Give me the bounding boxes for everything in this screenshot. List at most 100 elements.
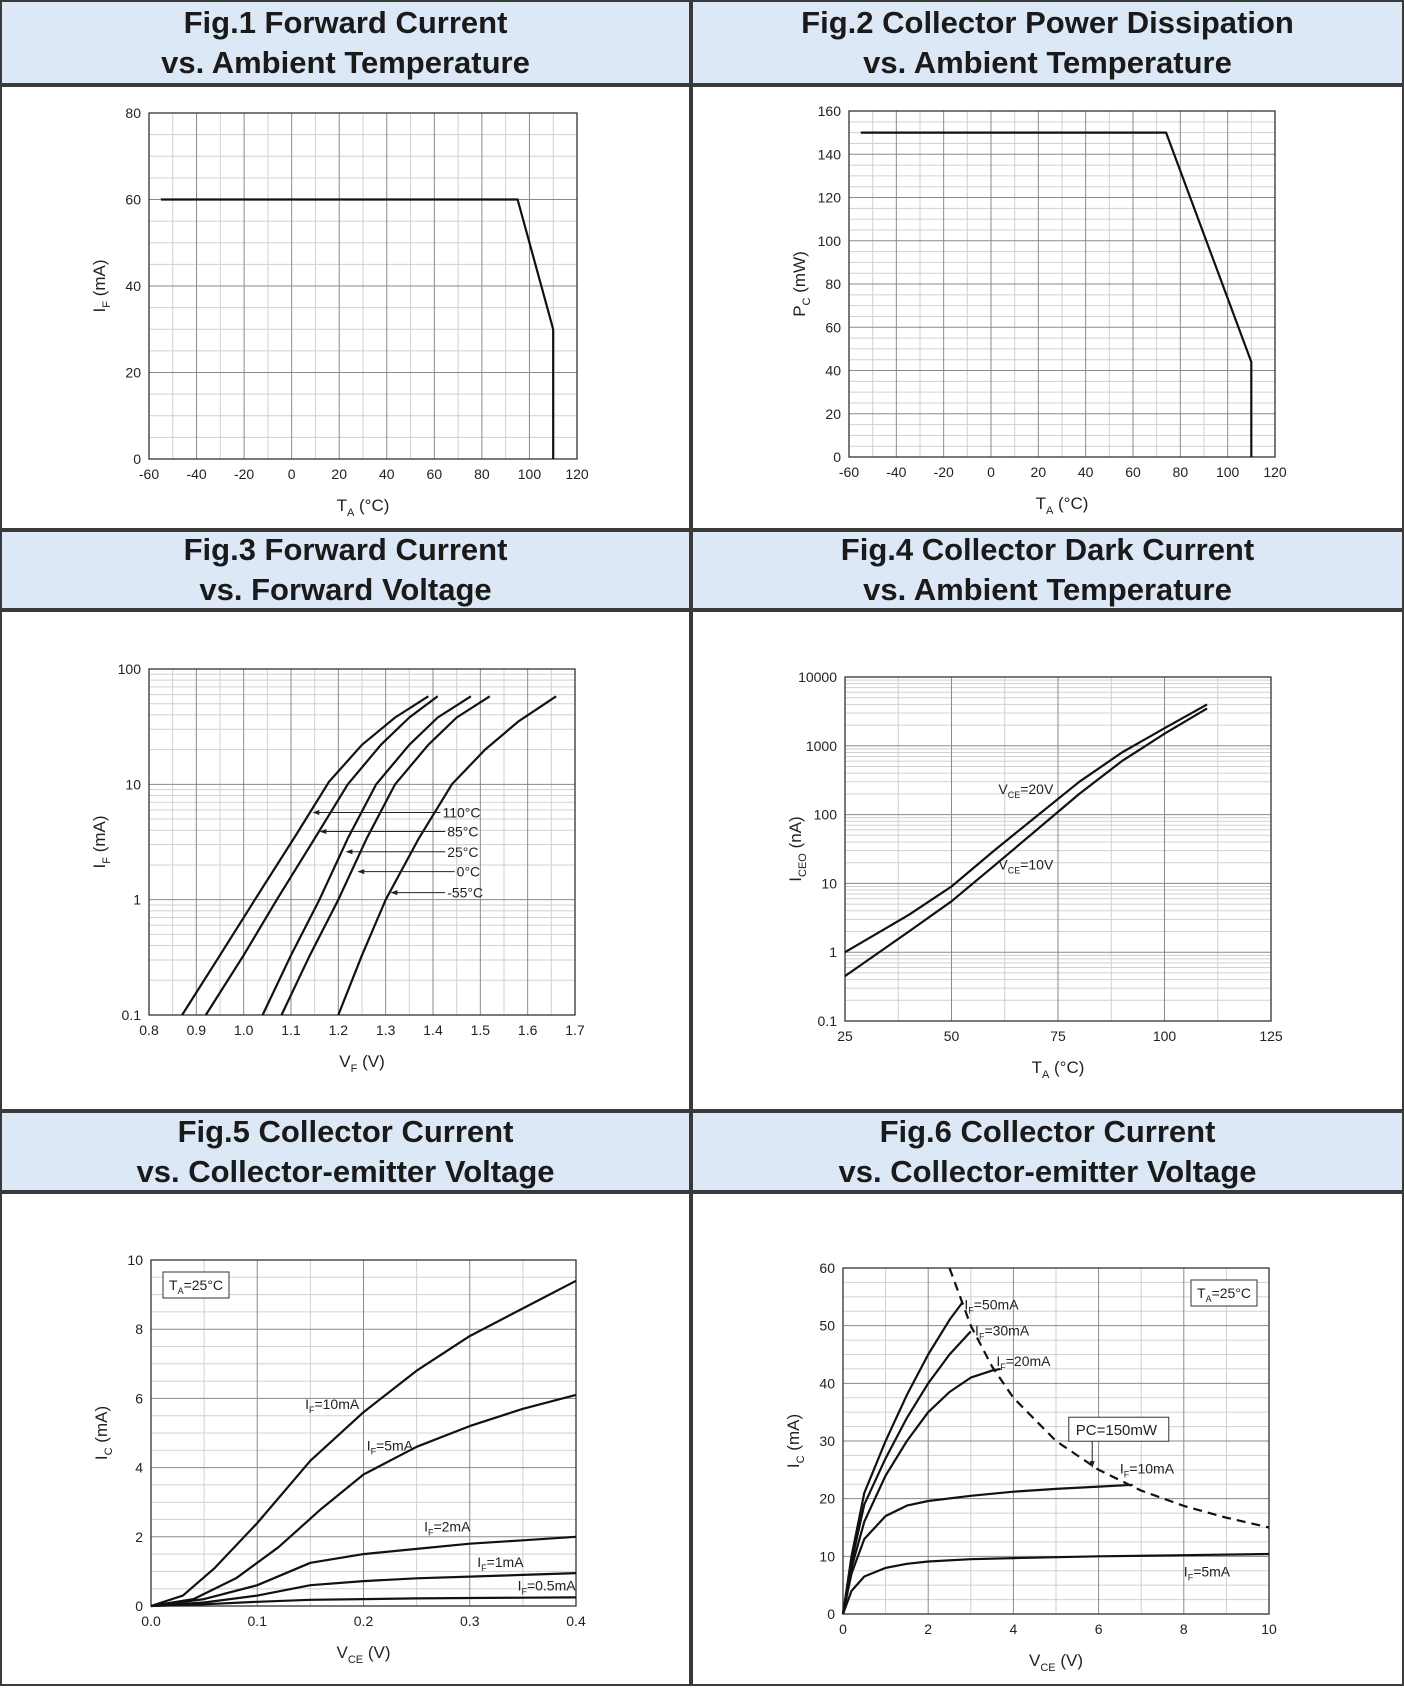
curve-label: IF=1mA bbox=[477, 1554, 524, 1573]
y-tick-label: 8 bbox=[135, 1321, 143, 1337]
x-tick-label: 100 bbox=[518, 466, 542, 482]
x-tick-label: 10 bbox=[1261, 1621, 1277, 1637]
x-tick-label: 75 bbox=[1050, 1028, 1066, 1044]
power-arrowhead bbox=[1089, 1461, 1095, 1469]
x-tick-label: 1.1 bbox=[281, 1022, 301, 1038]
y-tick-label: 6 bbox=[135, 1390, 143, 1406]
x-tick-label: 80 bbox=[474, 466, 490, 482]
grid-lines bbox=[148, 112, 578, 460]
temperature-label: -55°C bbox=[447, 885, 483, 901]
x-tick-label: 4 bbox=[1010, 1621, 1018, 1637]
figure-body: 0 2 4 6 8 10 0.0 0.1 0.2 0.3 0.4 VCE (V) IC (mA) IF=1… bbox=[0, 1192, 691, 1686]
x-tick-label: 1.2 bbox=[329, 1022, 349, 1038]
x-tick-label: 1.3 bbox=[376, 1022, 396, 1038]
chart-svg: 0.1 1 10 100 0.8 0.9 1.0 1.1 1.2 1.3 1.4 1.5 1.6 1.7 V… bbox=[90, 661, 585, 1075]
x-tick-label: 0.8 bbox=[139, 1022, 159, 1038]
y-tick-label: 1000 bbox=[806, 738, 837, 754]
series-line bbox=[844, 707, 1208, 978]
figure-header: Fig.5 Collector Current vs. Collector-emi… bbox=[0, 1111, 691, 1192]
series-line bbox=[280, 695, 491, 1016]
y-axis-label-group: IC (mA) bbox=[92, 1406, 115, 1460]
y-axis-label: ICEO (nA) bbox=[786, 816, 809, 881]
y-tick-label: 100 bbox=[118, 661, 142, 677]
y-tick-label: 1 bbox=[133, 892, 141, 908]
figure-header: Fig.2 Collector Power Dissipation vs. Amb… bbox=[691, 0, 1404, 85]
y-tick-label: 10 bbox=[819, 1548, 835, 1564]
x-tick-label: 0.1 bbox=[248, 1613, 268, 1629]
series-line bbox=[841, 1330, 972, 1615]
x-tick-label: 125 bbox=[1259, 1028, 1283, 1044]
annotation-arrowhead bbox=[390, 890, 398, 896]
series-line bbox=[181, 695, 429, 1016]
y-axis-label-group: IC (mA) bbox=[784, 1414, 807, 1468]
series-line bbox=[337, 695, 557, 1016]
y-tick-label: 30 bbox=[819, 1433, 835, 1449]
series-line bbox=[261, 695, 472, 1016]
y-tick-label: 20 bbox=[819, 1491, 835, 1507]
condition-box bbox=[1190, 1279, 1258, 1307]
plot-frame bbox=[150, 1259, 577, 1607]
x-tick-label: -40 bbox=[886, 464, 906, 480]
y-tick-label: 40 bbox=[825, 363, 841, 379]
curve-label: IF=30mA bbox=[975, 1322, 1030, 1341]
x-tick-label: 8 bbox=[1180, 1621, 1188, 1637]
power-limit-curve bbox=[948, 1267, 1270, 1529]
y-tick-label: 0 bbox=[827, 1606, 835, 1622]
y-axis-label-group: IF (mA) bbox=[90, 259, 113, 312]
y-tick-label: 10000 bbox=[798, 669, 837, 685]
figure-title-line: Fig.2 Collector Power Dissipation bbox=[801, 4, 1294, 40]
y-tick-label: 20 bbox=[825, 406, 841, 422]
y-tick-label: 80 bbox=[125, 105, 141, 121]
y-tick-label: 1 bbox=[829, 944, 837, 960]
series-line bbox=[204, 695, 439, 1016]
curve-label: IF=10mA bbox=[305, 1396, 360, 1415]
power-label: PC=150mW bbox=[1076, 1422, 1158, 1439]
figure-header: Fig.3 Forward Current vs. Forward Voltage bbox=[0, 530, 691, 610]
y-tick-label: 40 bbox=[819, 1375, 835, 1391]
temperature-label: 25°C bbox=[447, 844, 478, 860]
y-tick-label: 0 bbox=[833, 449, 841, 465]
x-tick-label: 60 bbox=[1125, 464, 1141, 480]
x-tick-label: 20 bbox=[1031, 464, 1047, 480]
curve-label: IF=50mA bbox=[964, 1297, 1019, 1316]
x-tick-label: 0.4 bbox=[566, 1613, 586, 1629]
figure-title-line: Fig.3 Forward Current bbox=[183, 532, 508, 567]
plot-frame bbox=[848, 110, 1276, 458]
temperature-label: 110°C bbox=[442, 804, 480, 820]
x-tick-label: 100 bbox=[1153, 1028, 1177, 1044]
curve-label: IF=10mA bbox=[1120, 1460, 1175, 1479]
figure-body: 0 20 40 60 80 -60 -40 -20 0 20 40 60 80 100 120 TA (°C)… bbox=[0, 85, 691, 530]
figure-header: Fig.1 Forward Current vs. Ambient Tempera… bbox=[0, 0, 691, 85]
x-tick-label: -60 bbox=[139, 466, 159, 482]
y-axis-label: IF (mA) bbox=[90, 815, 113, 868]
figure-title-line: Fig.6 Collector Current bbox=[879, 1113, 1216, 1149]
x-tick-label: -60 bbox=[839, 464, 859, 480]
y-axis-label: PC (mW) bbox=[790, 251, 813, 317]
series-line bbox=[150, 1596, 577, 1608]
x-axis-label: TA (°C) bbox=[1036, 494, 1089, 517]
y-tick-label: 60 bbox=[125, 192, 141, 208]
x-tick-label: 0.2 bbox=[354, 1613, 374, 1629]
figure-title-line: vs. Collector-emitter Voltage bbox=[136, 1153, 555, 1189]
x-axis-label: TA (°C) bbox=[1032, 1058, 1085, 1081]
y-tick-label: 0.1 bbox=[122, 1007, 142, 1023]
y-tick-label: 4 bbox=[135, 1460, 143, 1476]
x-tick-label: 40 bbox=[1078, 464, 1094, 480]
figure-body: 0 10 20 30 40 50 60 0 2 4 6 8 10 VCE (V) IC (mA) IF=50m… bbox=[691, 1192, 1404, 1686]
figure-title-line: vs. Ambient Temperature bbox=[863, 44, 1232, 80]
chart-svg: 0 10 20 30 40 50 60 0 2 4 6 8 10 VCE (V) IC (mA) IF=50m… bbox=[784, 1260, 1277, 1674]
y-tick-label: 100 bbox=[818, 233, 842, 249]
grid-lines bbox=[848, 110, 1276, 458]
condition-label: TA=25°C bbox=[1197, 1285, 1251, 1304]
figure-title-line: Fig.4 Collector Dark Current bbox=[840, 532, 1255, 567]
x-tick-label: 1.5 bbox=[471, 1022, 491, 1038]
x-tick-label: 25 bbox=[837, 1028, 853, 1044]
y-tick-label: 10 bbox=[125, 776, 141, 792]
x-tick-label: 20 bbox=[331, 466, 347, 482]
curve-label: VCE=10V bbox=[998, 856, 1054, 875]
x-tick-label: 0.9 bbox=[187, 1022, 207, 1038]
y-tick-label: 40 bbox=[125, 278, 141, 294]
series-line bbox=[841, 1552, 1270, 1615]
x-tick-label: 60 bbox=[427, 466, 443, 482]
curve-label: IF=0.5mA bbox=[518, 1577, 577, 1596]
